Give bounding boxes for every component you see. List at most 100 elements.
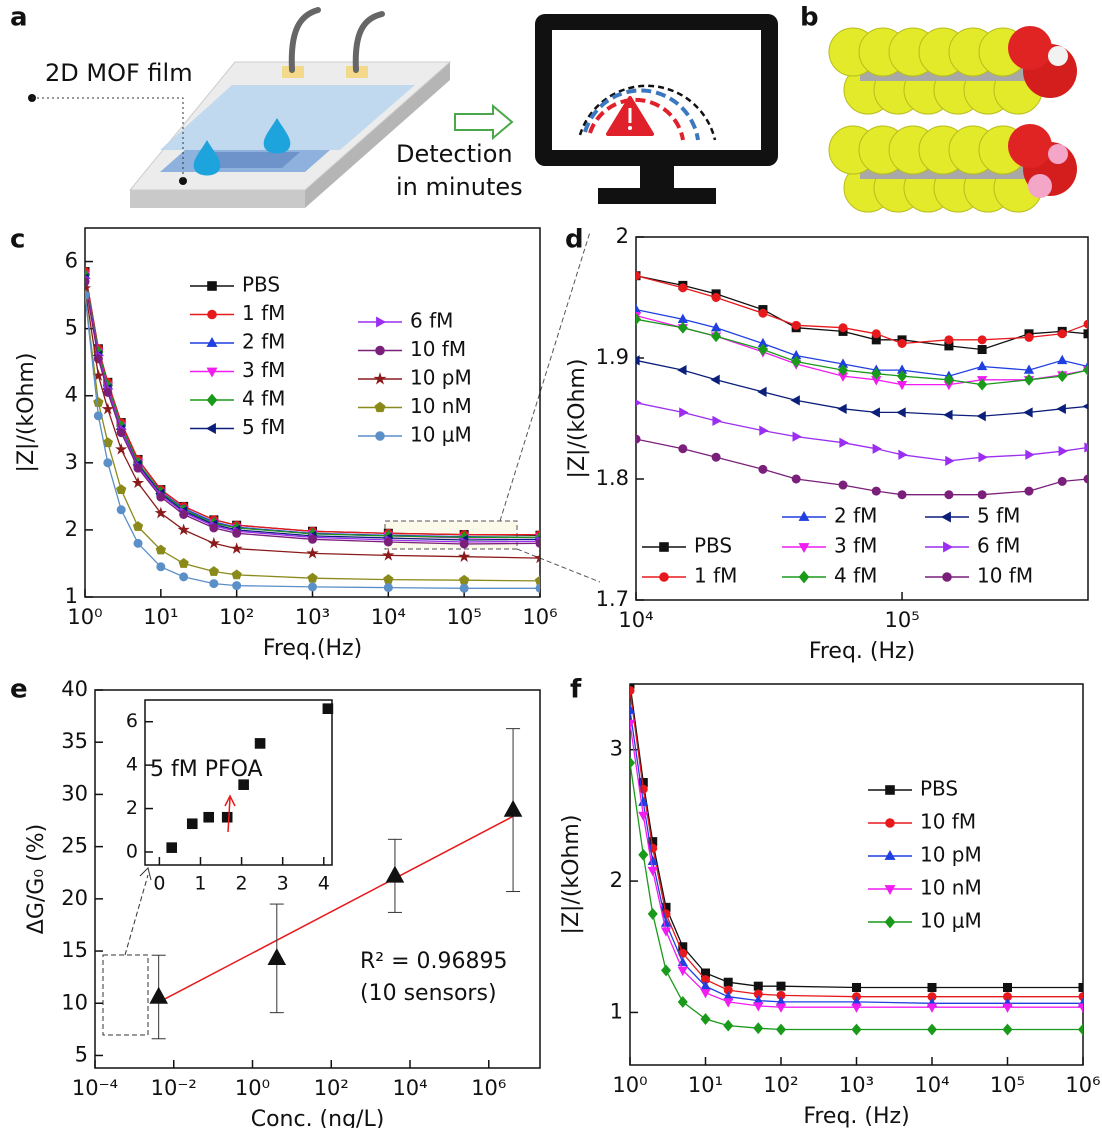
marker [375, 431, 385, 441]
droplet [193, 140, 221, 176]
wire [352, 11, 385, 73]
marker [758, 308, 768, 318]
marker [156, 492, 166, 502]
legend-label: 5 fM [977, 504, 1020, 528]
y-tick-label: 1.7 [596, 587, 629, 611]
marker [798, 543, 810, 554]
panel-label: a [10, 3, 28, 33]
y-tick-label: 5 [65, 316, 78, 340]
x-tick-label: 10⁻² [151, 1076, 197, 1100]
marker [1025, 449, 1035, 460]
signal-arc [588, 97, 685, 141]
marker [535, 583, 540, 593]
marker [711, 330, 722, 343]
marker [976, 410, 986, 422]
atom [1048, 46, 1068, 66]
marker [376, 316, 387, 328]
marker [179, 572, 189, 582]
marker [133, 538, 143, 548]
marker [1002, 982, 1012, 992]
marker [898, 449, 908, 460]
marker [232, 581, 242, 591]
pointer-dot [179, 177, 187, 185]
marker [1084, 442, 1088, 453]
marker [711, 452, 721, 462]
panel-label: f [570, 675, 582, 705]
marker [776, 981, 786, 991]
y-axis-label: |Z|/(kOhm) [565, 359, 590, 479]
y-tick-label: 6 [126, 710, 138, 732]
x-tick-label: 10⁰ [235, 1076, 270, 1100]
y-tick-label: 35 [61, 729, 88, 753]
x-tick-label: 10¹ [143, 605, 178, 629]
marker [322, 703, 334, 714]
legend-label: 10 fM [977, 564, 1033, 588]
marker [1024, 332, 1034, 342]
marker [1002, 1023, 1013, 1036]
series-line [636, 314, 1088, 386]
y-axis-label: ΔG/G₀ (%) [24, 824, 49, 934]
marker [209, 523, 219, 533]
legend-label: 10 nM [410, 394, 472, 418]
series-line [636, 308, 1088, 377]
marker [459, 539, 469, 549]
marker [647, 907, 658, 920]
y-tick-label: 1.9 [596, 345, 629, 369]
pointer-line [32, 97, 184, 181]
marker [254, 738, 266, 749]
atom [1008, 26, 1052, 70]
legend-label: 10 fM [920, 810, 976, 834]
marker [636, 434, 641, 444]
marker [155, 544, 166, 555]
legend-label: 10 pM [410, 366, 472, 390]
marker [131, 476, 145, 489]
series-line [630, 684, 1083, 989]
marker [837, 403, 847, 414]
x-tick-label: 1 [194, 873, 206, 895]
y-tick-label: 4 [65, 383, 78, 407]
marker [943, 409, 953, 420]
x-axis-label: Freq.(Hz) [263, 636, 362, 661]
marker [186, 818, 198, 830]
marker [978, 452, 988, 463]
x-tick-label: 10⁴ [914, 1073, 949, 1097]
marker [945, 455, 955, 466]
marker [885, 818, 895, 828]
y-tick-label: 0 [126, 840, 138, 862]
marker [307, 572, 318, 583]
x-tick-label: 10⁶ [471, 1076, 506, 1100]
legend-label: 10 fM [410, 337, 466, 361]
marker [790, 395, 800, 406]
marker [677, 966, 688, 977]
marker [630, 686, 635, 696]
marker [385, 865, 405, 883]
marker [885, 785, 895, 795]
marker [636, 271, 641, 281]
inset-pointer [124, 874, 149, 956]
series-line [85, 271, 540, 536]
marker [977, 490, 987, 500]
y-tick-label: 10 [61, 990, 88, 1014]
marker [677, 321, 688, 334]
x-tick-label: 10³ [295, 605, 330, 629]
marker [1057, 354, 1068, 365]
schematic: 2D MOF film Detection in minutes [28, 7, 778, 208]
y-tick-label: 3 [610, 737, 623, 761]
marker [710, 374, 720, 385]
monitor-screen [552, 30, 761, 150]
x-tick-label: 10² [763, 1073, 798, 1097]
marker [677, 996, 688, 1008]
marker [942, 572, 952, 582]
film-layer [160, 85, 415, 150]
marker [884, 849, 896, 860]
marker [636, 303, 642, 314]
x-tick-label: 10⁻⁴ [72, 1076, 118, 1100]
signal-arc [583, 88, 700, 141]
marker [798, 510, 810, 521]
marker [647, 866, 658, 877]
marker [871, 329, 881, 339]
marker [533, 551, 540, 564]
marker [678, 444, 688, 454]
y-tick-label: 40 [61, 677, 88, 701]
marker [85, 281, 92, 294]
